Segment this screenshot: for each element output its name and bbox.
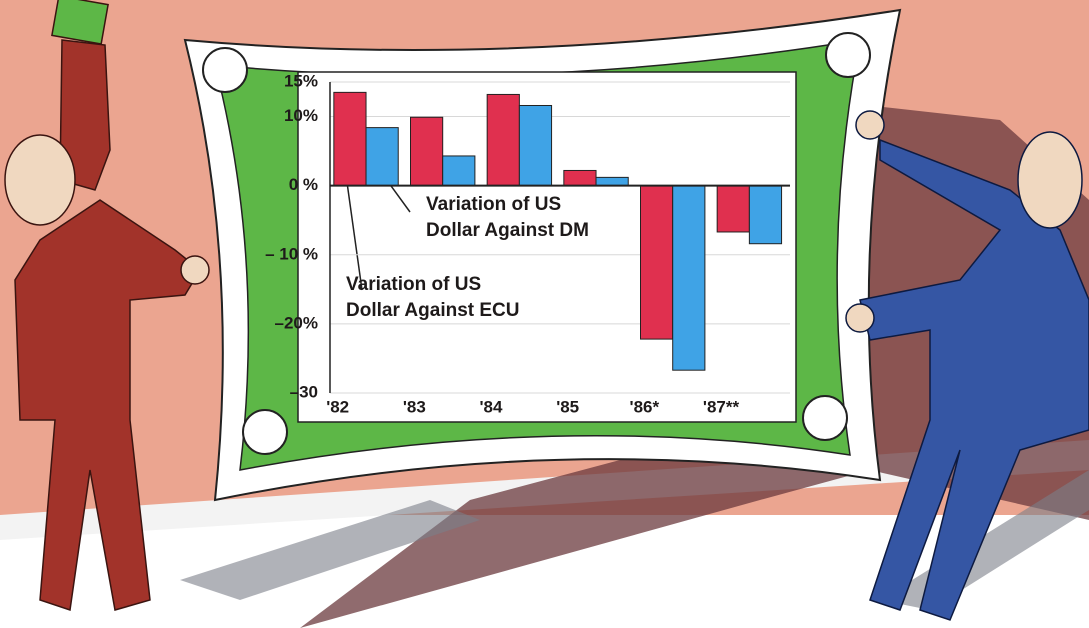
bar (334, 92, 366, 185)
bar (487, 94, 519, 185)
bar (519, 105, 551, 185)
x-tick-label: '87** (703, 397, 740, 416)
bar (443, 156, 475, 186)
x-tick-label: '86* (630, 397, 660, 416)
legend-label: Variation of US Dollar Against ECU (346, 272, 536, 324)
x-tick-label: '84 (480, 397, 503, 416)
bar (411, 117, 443, 185)
bar (366, 128, 398, 186)
x-tick-label: '82 (326, 397, 349, 416)
x-tick-label: '83 (403, 397, 426, 416)
y-tick-label: –20% (275, 313, 318, 332)
y-tick-label: –30 (290, 382, 318, 401)
chart: –30 –20% – 10 % 0 % 10% 15% '82 '83 '84 '85 '86* '8… (0, 0, 1089, 628)
y-tick-label: 15% (284, 71, 318, 90)
x-tick-label: '85 (556, 397, 579, 416)
illustration: –30 –20% – 10 % 0 % 10% 15% '82 '83 '84 '85 '86* '8… (0, 0, 1089, 628)
y-tick-label: – 10 % (265, 244, 318, 263)
bar (673, 186, 705, 371)
bar (641, 186, 673, 339)
legend-label: Variation of US Dollar Against DM (426, 192, 616, 244)
y-tick-label: 0 % (289, 175, 318, 194)
bar (564, 170, 596, 185)
bar (749, 186, 781, 244)
bar (717, 186, 749, 232)
bar (596, 177, 628, 185)
y-tick-label: 10% (284, 106, 318, 125)
